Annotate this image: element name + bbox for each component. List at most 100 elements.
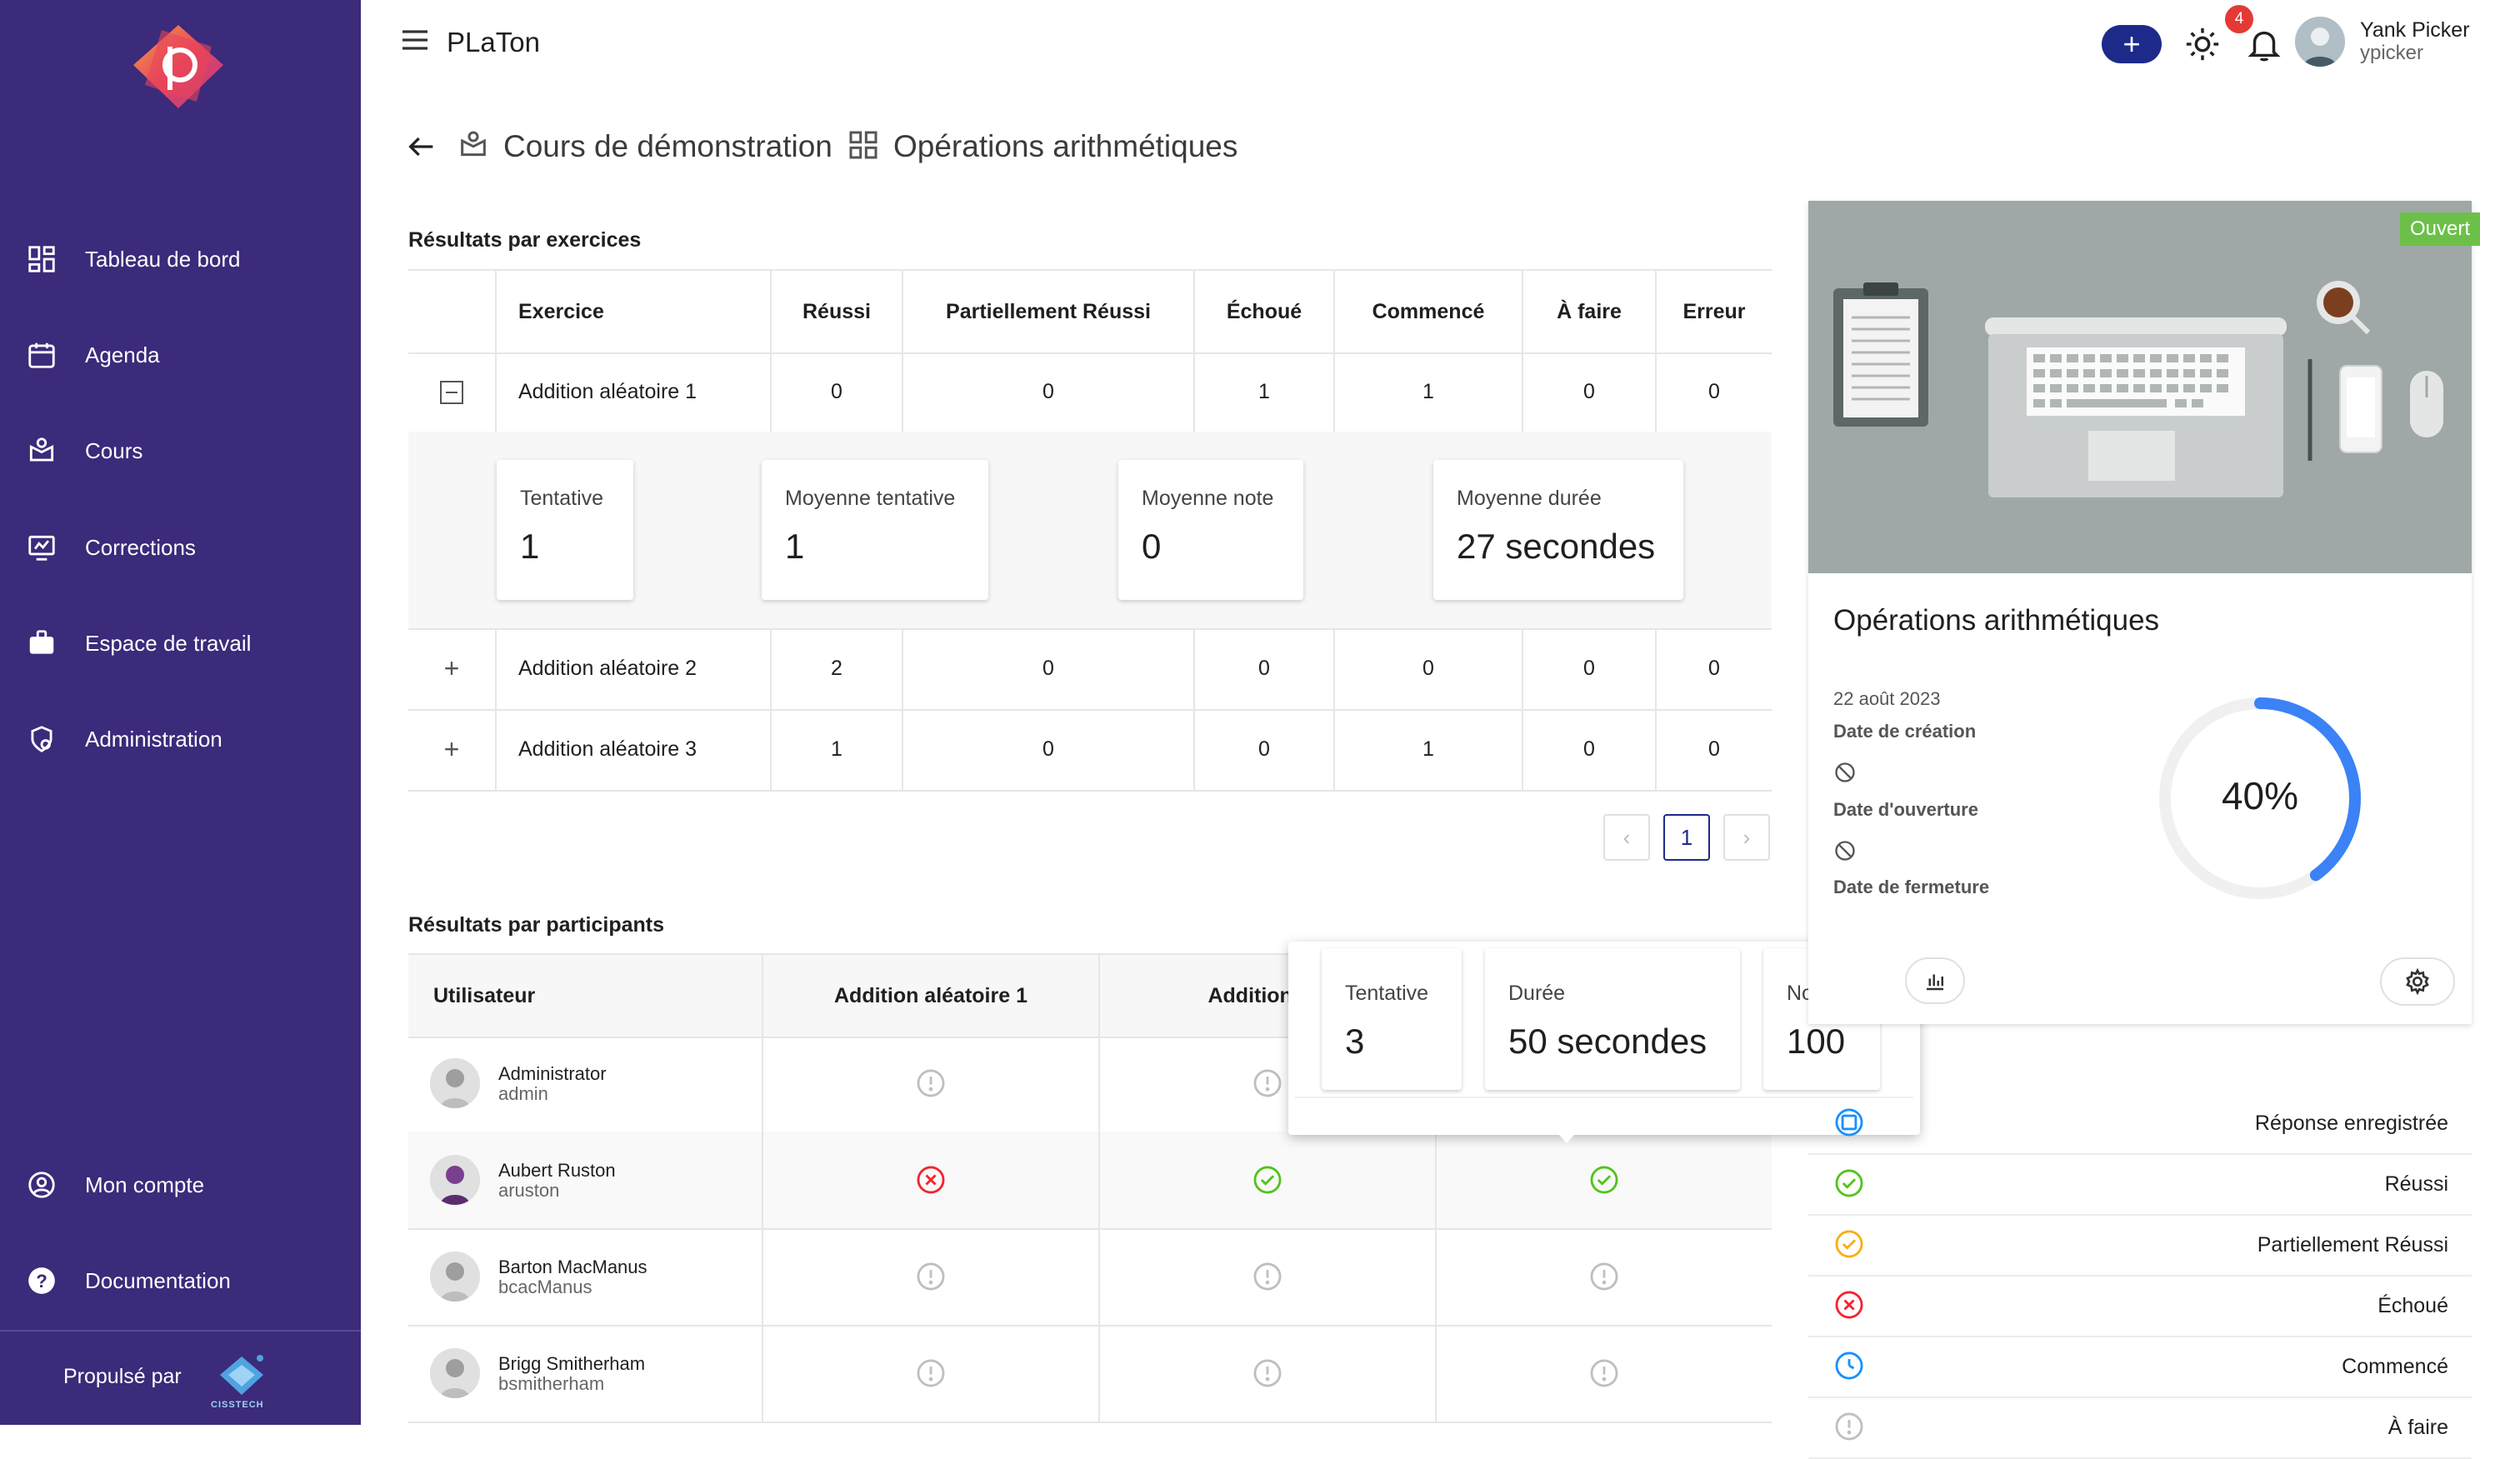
exercise-name: Addition aléatoire 2 [497,628,772,709]
sidebar-item-administration[interactable]: Administration [25,714,222,764]
todo-icon [917,1262,945,1291]
count-cell: 1 [1335,709,1523,790]
participant-name: Brigg Smitherham [498,1353,646,1374]
result-cell[interactable] [1100,1132,1437,1228]
sidebar-item-workspace[interactable]: Espace de travail [25,618,251,668]
result-cell[interactable] [1100,1325,1437,1422]
admin-icon [25,722,58,756]
svg-text:?: ? [36,1271,48,1292]
tooltip-card-attempts: Tentative 3 [1322,948,1462,1090]
tooltip-value: 3 [1345,1022,1365,1061]
result-cell[interactable] [1100,1228,1437,1325]
stat-card-attempts: Tentative 1 [497,460,633,600]
bell-icon[interactable] [2245,25,2283,63]
breadcrumb-course[interactable]: Cours de démonstration [503,129,832,163]
collapse-toggle[interactable] [408,352,497,432]
pager-next-button[interactable]: › [1723,814,1770,861]
result-cell[interactable] [763,1035,1100,1132]
legend-item: Réussi [1808,1154,2472,1216]
account-icon [25,1168,58,1202]
tooltip-label: Durée [1508,982,1566,1005]
expand-toggle[interactable]: + [408,709,497,790]
settings-button[interactable] [2380,957,2455,1006]
result-cell[interactable] [763,1132,1100,1228]
success-icon [1253,1166,1282,1194]
menu-icon[interactable] [398,23,432,57]
failed-icon [1835,1291,1863,1319]
legend-label: À faire [2388,1416,2448,1439]
count-cell: 0 [1523,628,1657,709]
user-avatar[interactable] [2295,17,2345,67]
result-cell[interactable] [763,1325,1100,1422]
saved-icon [1835,1108,1863,1137]
column-header: À faire [1523,271,1657,352]
sun-icon[interactable] [2183,25,2222,63]
sidebar-item-label: Cours [85,437,143,463]
back-arrow-icon[interactable] [405,130,438,163]
success-icon [1590,1166,1618,1194]
progress-label: 40% [2221,774,2299,817]
avatar [430,1058,480,1108]
count-cell: 1 [772,709,903,790]
stat-value: 0 [1142,527,1162,566]
result-cell[interactable] [1437,1325,1772,1422]
table-row: Barton MacManus bcacManus [408,1228,1772,1327]
app-title: PLaTon [447,27,540,57]
count-cell: 0 [1523,709,1657,790]
exercise-name: Addition aléatoire 1 [497,352,772,432]
column-header: Échoué [1195,271,1335,352]
result-cell[interactable] [1437,1132,1772,1228]
sidebar-item-label: Administration [85,726,222,752]
failed-icon [917,1166,945,1194]
sidebar-item-account[interactable]: Mon compte [25,1160,204,1210]
count-cell: 0 [1523,352,1657,432]
partial-icon [1835,1230,1863,1258]
todo-icon [1590,1359,1618,1387]
result-cell[interactable] [763,1228,1100,1325]
expand-toggle[interactable]: + [408,628,497,709]
legend-label: Réponse enregistrée [2254,1112,2448,1135]
stats-button[interactable] [1905,957,1965,1004]
not-set-icon [1835,762,1855,782]
pager-prev-button[interactable]: ‹ [1603,814,1650,861]
participant-cell: Administrator admin [408,1035,763,1132]
table-row: Brigg Smitherham bsmitherham [408,1325,1772,1423]
course-icon [25,434,58,467]
result-cell[interactable] [1437,1228,1772,1325]
column-header: Utilisateur [408,955,763,1037]
sidebar-item-documentation[interactable]: ? Documentation [25,1256,231,1306]
stat-label: Tentative [520,487,604,510]
legend-item: Échoué [1808,1276,2472,1337]
table-header: Exercice Réussi Partiellement Réussi Éch… [408,271,1772,354]
sidebar-item-agenda[interactable]: Agenda [25,330,160,380]
sidebar-item-dashboard[interactable]: Tableau de bord [25,234,240,284]
column-header: Exercice [497,271,772,352]
cisstech-logo-text: CISSTECH [211,1400,264,1410]
count-cell: 0 [1195,709,1335,790]
notification-badge: 4 [2225,5,2253,33]
column-header: Addition aléatoire 1 [763,955,1100,1037]
tooltip-value: 50 secondes [1508,1022,1708,1061]
activity-card: Ouvert Opérations arithmétiques 22 août … [1808,201,2481,1024]
minus-square-icon [440,380,463,404]
add-button[interactable]: + [2102,25,2162,63]
todo-icon [1590,1262,1618,1291]
legend-item: Commencé [1808,1337,2472,1398]
todo-icon [1253,1359,1282,1387]
creation-date-label: Date de création [1833,721,1977,742]
progress-donut [2159,697,2361,899]
creation-date: 22 août 2023 [1833,688,1941,709]
count-cell: 0 [903,709,1195,790]
platon-logo[interactable] [128,22,228,113]
pager-page-1[interactable]: 1 [1663,814,1710,861]
stat-value: 1 [520,527,540,566]
avatar [430,1252,480,1302]
sidebar-item-label: Documentation [85,1267,231,1293]
started-icon [1835,1352,1863,1380]
stat-label: Moyenne note [1142,487,1274,510]
sidebar-item-label: Tableau de bord [85,246,241,272]
sidebar-item-cours[interactable]: Cours [25,426,142,476]
cisstech-logo[interactable] [210,1348,273,1407]
sidebar-item-corrections[interactable]: Corrections [25,522,196,572]
legend-label: Partiellement Réussi [2257,1233,2448,1257]
